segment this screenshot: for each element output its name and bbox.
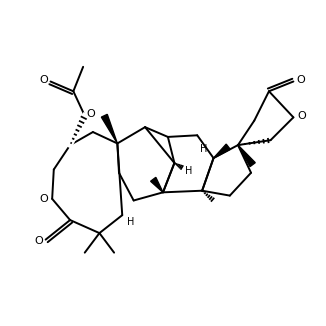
Polygon shape — [238, 145, 255, 167]
Text: O: O — [40, 194, 48, 204]
Polygon shape — [101, 114, 117, 143]
Polygon shape — [214, 144, 230, 158]
Text: O: O — [297, 111, 306, 121]
Text: H: H — [185, 166, 193, 176]
Text: H: H — [127, 217, 135, 227]
Polygon shape — [151, 177, 163, 192]
Text: H: H — [200, 144, 207, 154]
Text: O: O — [86, 109, 95, 119]
Text: O: O — [39, 75, 48, 85]
Text: O: O — [296, 75, 305, 85]
Text: O: O — [34, 236, 43, 246]
